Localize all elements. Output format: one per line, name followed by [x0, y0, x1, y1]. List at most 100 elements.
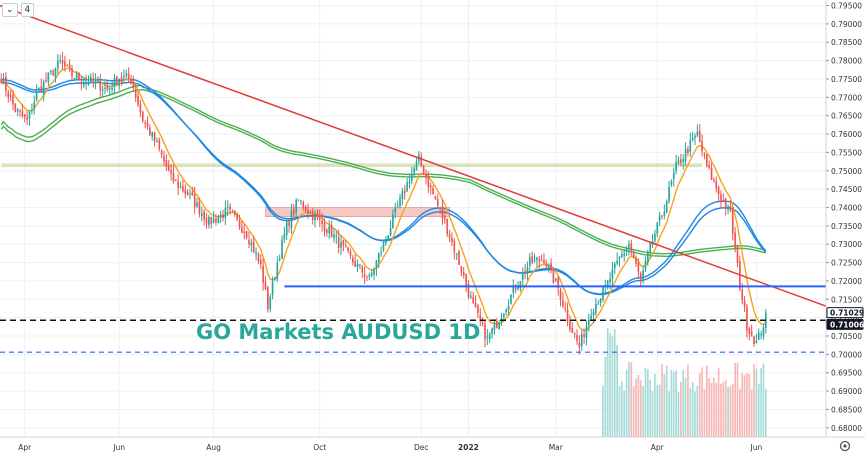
candle[interactable]: [498, 320, 500, 330]
candle[interactable]: [670, 179, 673, 188]
candle[interactable]: [335, 230, 338, 244]
candle[interactable]: [762, 324, 765, 340]
candle[interactable]: [144, 120, 146, 129]
candle[interactable]: [295, 197, 298, 218]
sma-200-line[interactable]: [0, 88, 766, 257]
candle[interactable]: [564, 301, 567, 313]
candle[interactable]: [368, 272, 371, 281]
candle[interactable]: [694, 133, 696, 146]
candle[interactable]: [85, 74, 87, 90]
candle[interactable]: [233, 210, 236, 217]
collapse-legend-button[interactable]: ⌄: [2, 3, 18, 17]
candle[interactable]: [321, 212, 323, 232]
candle[interactable]: [153, 131, 156, 147]
candle[interactable]: [141, 110, 144, 123]
candle[interactable]: [691, 131, 694, 142]
candle[interactable]: [488, 332, 491, 343]
candle[interactable]: [621, 250, 623, 258]
candle[interactable]: [2, 72, 5, 85]
candle[interactable]: [727, 204, 729, 215]
candle[interactable]: [547, 263, 550, 273]
candle[interactable]: [64, 55, 66, 72]
candle[interactable]: [467, 280, 470, 300]
candle[interactable]: [453, 238, 456, 260]
candle[interactable]: [500, 312, 503, 326]
candle[interactable]: [191, 186, 194, 196]
candle[interactable]: [566, 302, 569, 327]
candle[interactable]: [217, 214, 220, 224]
candle[interactable]: [163, 151, 165, 167]
candle[interactable]: [672, 167, 675, 187]
candle[interactable]: [425, 169, 427, 185]
candle[interactable]: [755, 333, 758, 344]
candle[interactable]: [696, 124, 699, 138]
candle[interactable]: [243, 224, 246, 240]
candle[interactable]: [326, 228, 328, 237]
candle[interactable]: [118, 78, 121, 91]
candle[interactable]: [462, 267, 465, 279]
candle[interactable]: [363, 266, 366, 285]
candle[interactable]: [193, 186, 196, 215]
candle[interactable]: [276, 255, 279, 282]
candle[interactable]: [507, 299, 510, 316]
candle[interactable]: [54, 67, 57, 83]
gear-icon[interactable]: [839, 440, 851, 452]
candle[interactable]: [248, 231, 250, 249]
candle[interactable]: [573, 332, 576, 339]
candle[interactable]: [172, 165, 175, 184]
candle[interactable]: [208, 214, 210, 229]
candle[interactable]: [387, 235, 390, 242]
candle[interactable]: [491, 327, 493, 339]
candle[interactable]: [137, 90, 139, 108]
candle[interactable]: [715, 176, 718, 193]
supply-zone-rect[interactable]: [265, 207, 450, 217]
candle[interactable]: [203, 208, 205, 226]
candle[interactable]: [127, 67, 130, 83]
candle[interactable]: [278, 254, 281, 262]
time-axis[interactable]: Apr Jun Aug Oct Dec 2022 Mar Apr Jun: [0, 436, 865, 455]
candle[interactable]: [385, 235, 387, 246]
candle[interactable]: [146, 116, 149, 130]
candle[interactable]: [151, 131, 154, 141]
candle[interactable]: [125, 69, 128, 79]
candle[interactable]: [406, 178, 408, 192]
candle[interactable]: [760, 330, 762, 340]
candle[interactable]: [729, 200, 732, 213]
candle[interactable]: [219, 210, 222, 223]
candle[interactable]: [347, 246, 349, 254]
candle[interactable]: [73, 77, 76, 80]
candle[interactable]: [9, 90, 12, 102]
candle[interactable]: [342, 239, 345, 252]
candle[interactable]: [167, 159, 170, 172]
candle[interactable]: [281, 235, 283, 260]
candle[interactable]: [222, 209, 224, 222]
candle[interactable]: [415, 156, 418, 171]
candle[interactable]: [14, 103, 17, 113]
candle[interactable]: [28, 109, 31, 126]
candle[interactable]: [238, 214, 241, 230]
candle[interactable]: [618, 255, 621, 267]
candle[interactable]: [736, 244, 739, 267]
candle[interactable]: [625, 245, 628, 257]
candle[interactable]: [297, 199, 300, 202]
candle[interactable]: [149, 124, 151, 137]
candle[interactable]: [226, 200, 229, 216]
candle[interactable]: [528, 253, 531, 272]
candle[interactable]: [75, 70, 78, 81]
candle[interactable]: [354, 254, 357, 268]
candle[interactable]: [665, 199, 668, 214]
candle[interactable]: [644, 256, 647, 273]
candle[interactable]: [531, 251, 534, 265]
candle[interactable]: [680, 153, 682, 167]
candle[interactable]: [748, 326, 751, 341]
candle[interactable]: [104, 81, 106, 95]
candle[interactable]: [493, 319, 496, 335]
candle[interactable]: [257, 252, 260, 265]
candle[interactable]: [571, 322, 574, 334]
candle[interactable]: [486, 329, 489, 346]
candle[interactable]: [139, 99, 142, 118]
candle[interactable]: [524, 263, 526, 280]
candle[interactable]: [705, 154, 708, 168]
candle[interactable]: [170, 164, 172, 181]
candle[interactable]: [271, 276, 274, 300]
